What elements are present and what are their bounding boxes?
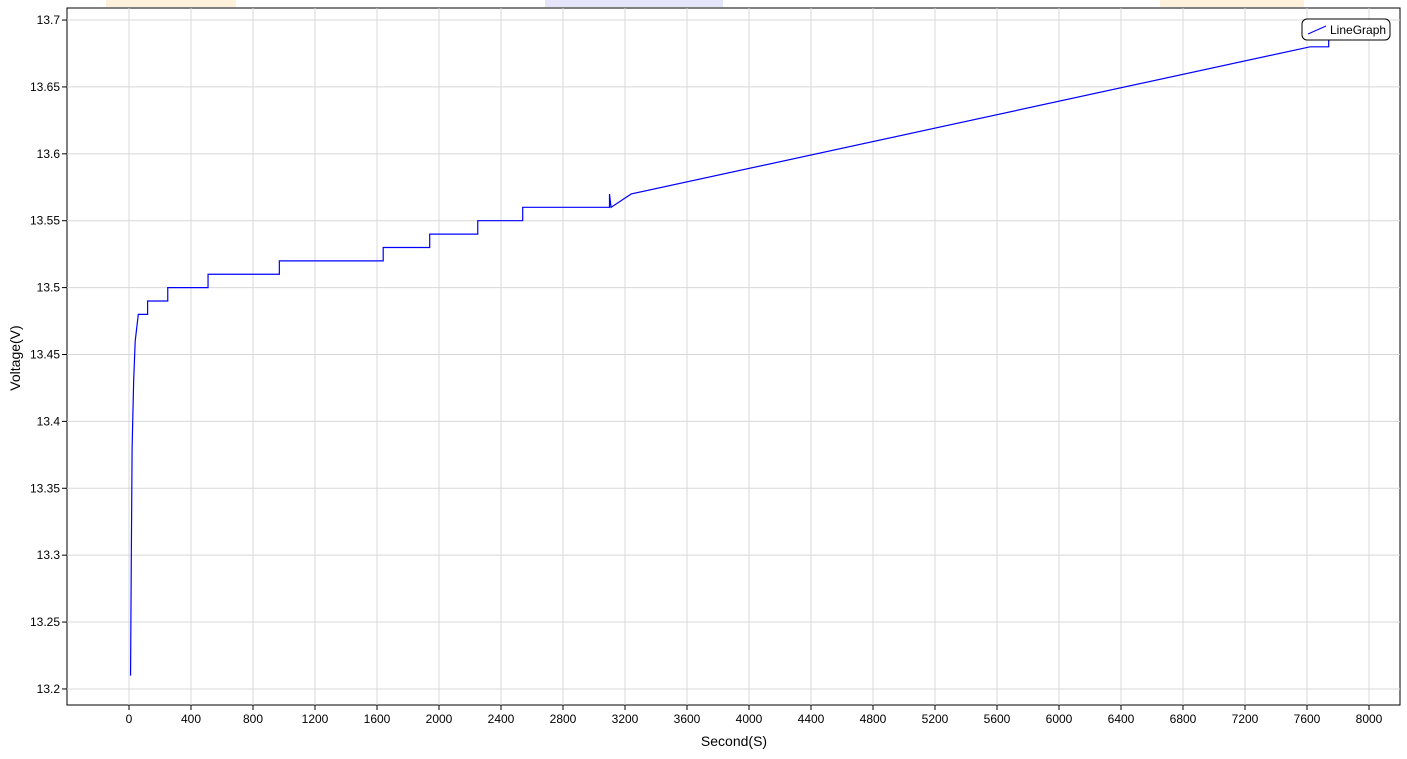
y-tick-label: 13.5 (37, 281, 61, 295)
x-tick-label: 4400 (798, 712, 825, 726)
x-tick-label: 400 (181, 712, 201, 726)
x-tick-label: 3200 (612, 712, 639, 726)
x-tick-label: 0 (126, 712, 133, 726)
legend-box (1301, 18, 1391, 41)
x-tick-label: 7600 (1294, 712, 1321, 726)
x-tick-label: 6800 (1170, 712, 1197, 726)
x-tick-label: 4000 (736, 712, 763, 726)
y-tick-label: 13.65 (30, 80, 60, 94)
plot-area (66, 7, 1401, 706)
top-decoration (545, 0, 723, 7)
x-tick-label: 8000 (1356, 712, 1383, 726)
x-tick-label: 6400 (1108, 712, 1135, 726)
top-decoration (106, 0, 236, 7)
x-tick-label: 2800 (550, 712, 577, 726)
y-tick-label: 13.7 (37, 13, 61, 27)
x-tick-label: 800 (243, 712, 263, 726)
x-tick-label: 7200 (1232, 712, 1259, 726)
legend-label: LineGraph (1330, 23, 1386, 37)
y-tick-label: 13.55 (30, 214, 60, 228)
x-axis-label: Second(S) (701, 733, 767, 749)
y-tick-label: 13.35 (30, 481, 60, 495)
x-tick-label: 5200 (922, 712, 949, 726)
line-series (129, 33, 1330, 676)
x-tick-label: 3600 (674, 712, 701, 726)
top-decoration (1160, 0, 1304, 7)
y-tick-label: 13.4 (37, 414, 61, 428)
y-tick-label: 13.3 (37, 548, 61, 562)
x-tick-label: 2000 (426, 712, 453, 726)
x-tick-label: 2400 (488, 712, 515, 726)
y-tick-label: 13.6 (37, 147, 61, 161)
y-tick-label: 13.45 (30, 347, 60, 361)
y-tick-label: 13.25 (30, 615, 60, 629)
legend-swatch (1307, 25, 1327, 35)
y-axis-label: Voltage(V) (7, 325, 23, 390)
y-tick-label: 13.2 (37, 682, 61, 696)
x-tick-label: 6000 (1046, 712, 1073, 726)
x-tick-label: 4800 (860, 712, 887, 726)
x-tick-label: 5600 (984, 712, 1011, 726)
x-tick-label: 1600 (364, 712, 391, 726)
x-tick-label: 1200 (302, 712, 329, 726)
